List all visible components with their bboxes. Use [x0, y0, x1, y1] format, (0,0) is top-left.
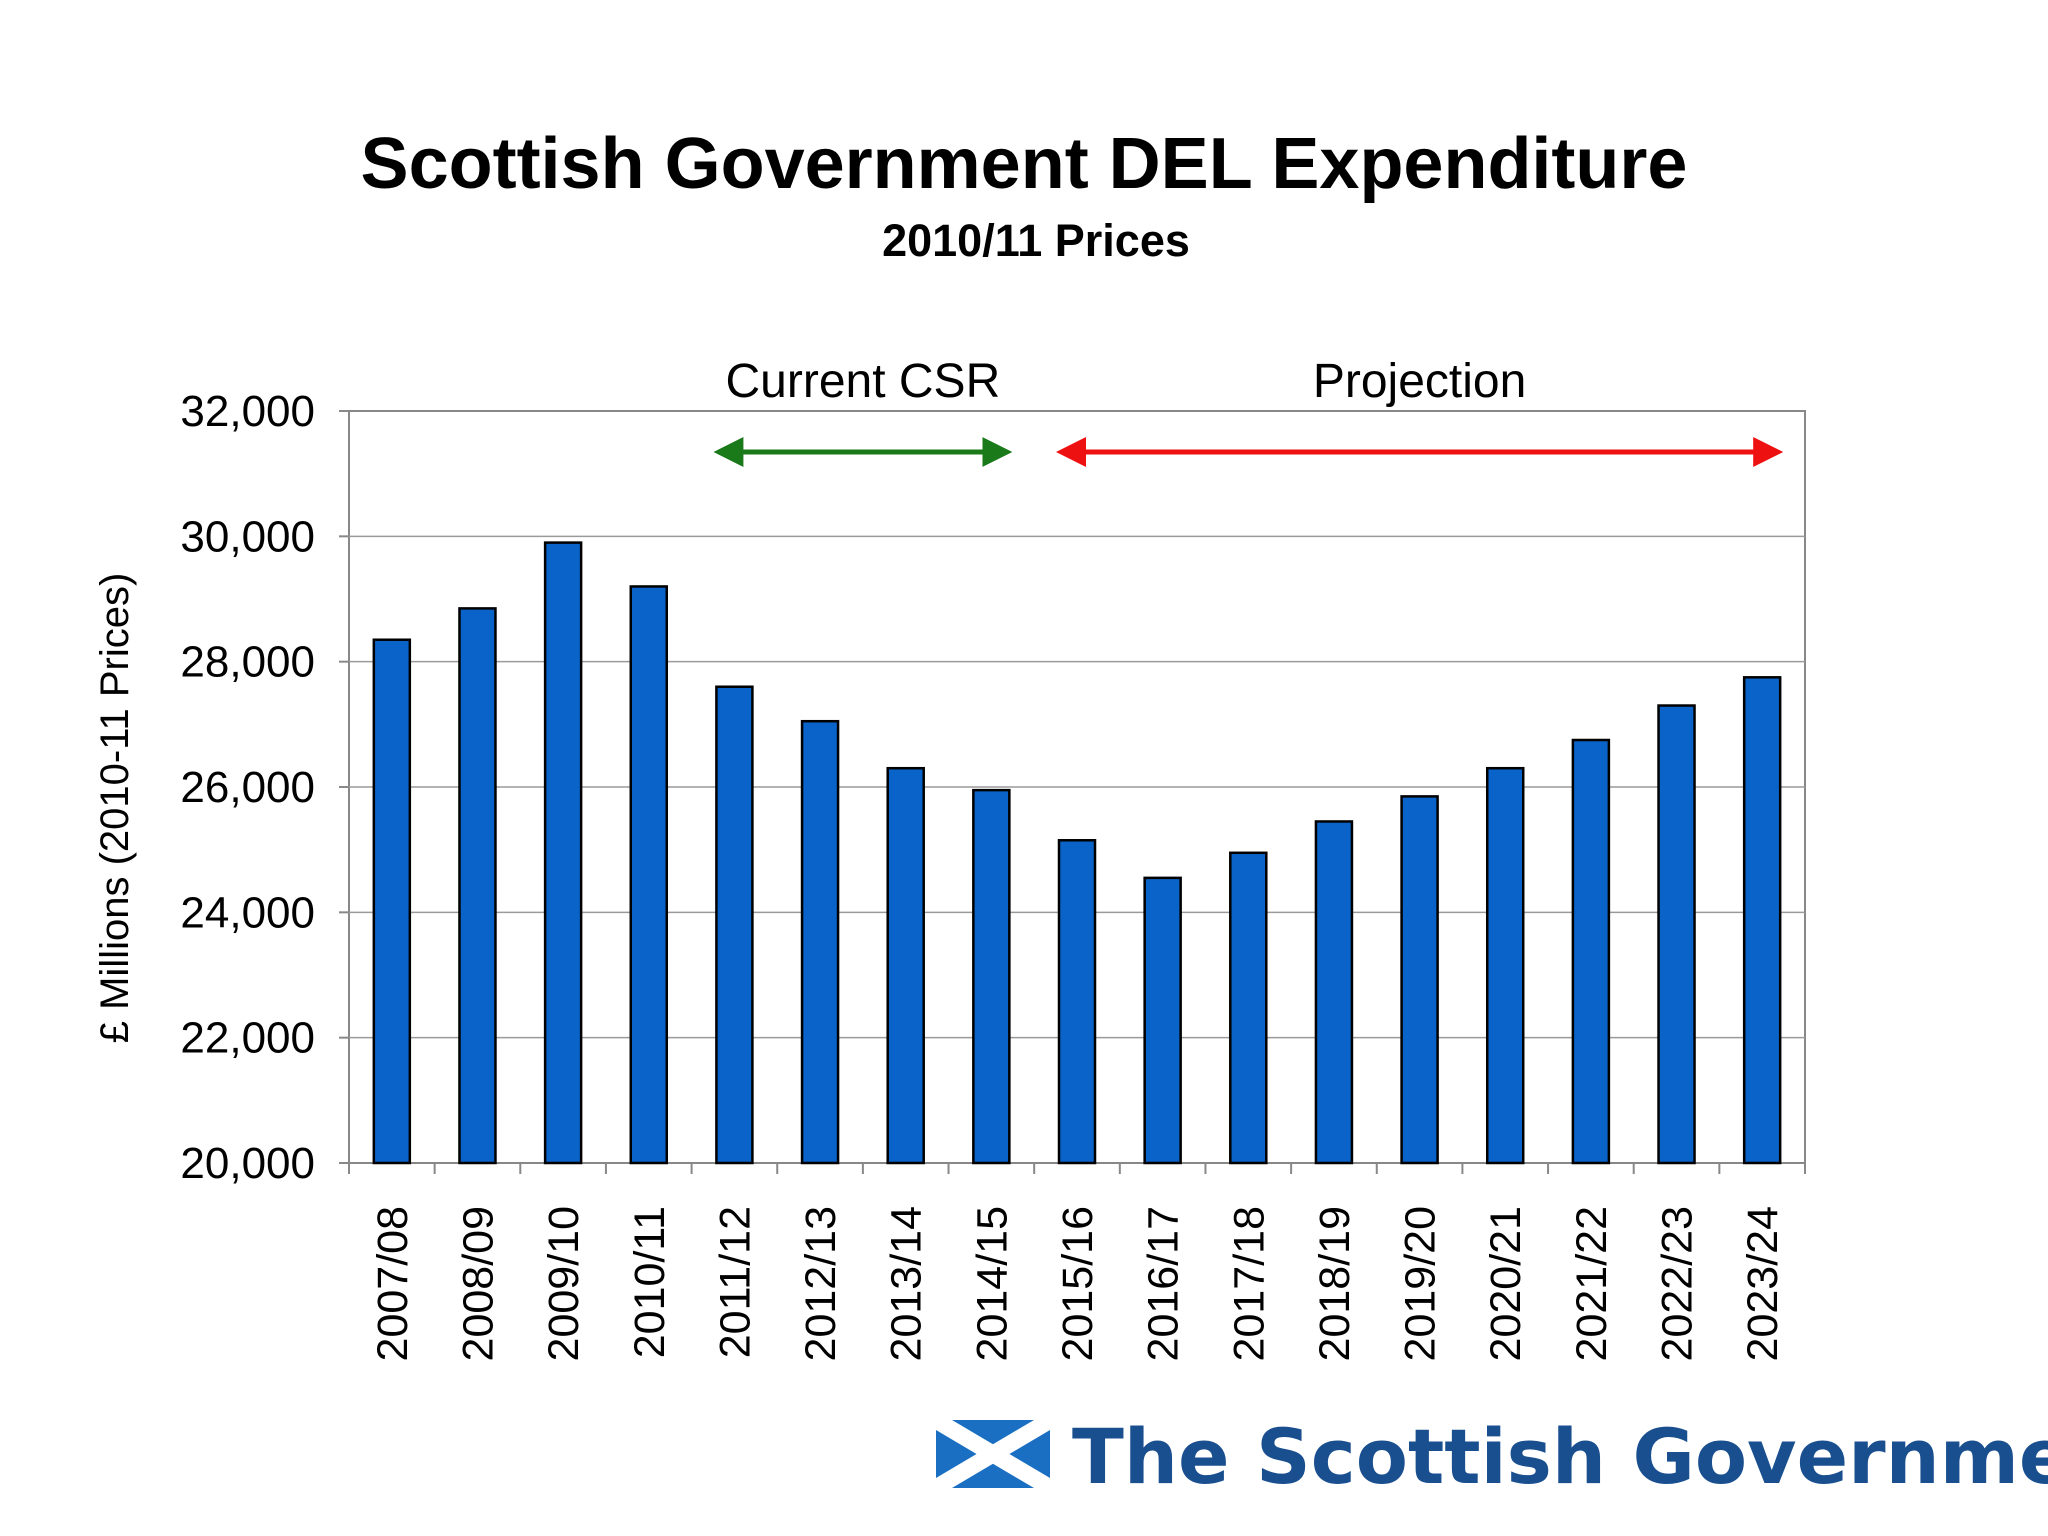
x-tick-label: 2019/20 — [1397, 1206, 1445, 1361]
bar — [1143, 876, 1182, 1165]
x-tick-label: 2010/11 — [626, 1206, 674, 1358]
plot-area: 20,000 22,000 24,000 26,000 28,000 30,000 32,0… — [180, 387, 1806, 1361]
y-tick-label: 30,000 — [180, 512, 315, 561]
annotation-label: Current CSR — [726, 355, 1001, 408]
x-tick-label: 2008/09 — [454, 1206, 502, 1361]
y-tick-label: 28,000 — [180, 638, 315, 687]
logo-text: The Scottish Government — [1072, 1412, 2048, 1501]
bar — [1400, 795, 1439, 1165]
saltire-flag-icon — [936, 1420, 1050, 1488]
y-tick-label: 26,000 — [180, 763, 315, 812]
chart-title: Scottish Government DEL Expenditure — [361, 124, 1688, 204]
bar — [1229, 851, 1268, 1165]
y-tick-label: 24,000 — [180, 888, 315, 937]
bar — [1485, 766, 1525, 1165]
x-tick-label: 2020/21 — [1482, 1206, 1530, 1361]
x-tick-label: 2007/08 — [369, 1206, 417, 1361]
x-tick-label: 2023/24 — [1739, 1206, 1787, 1361]
x-tick-label: 2022/23 — [1654, 1206, 1702, 1361]
bar — [1314, 820, 1354, 1165]
bar — [886, 766, 925, 1165]
y-tick-label: 20,000 — [180, 1139, 315, 1188]
annotation-layer: Current CSR Projection — [713, 355, 1784, 467]
y-axis-label: £ Millions (2010-11 Prices) — [93, 573, 137, 1044]
x-tick-label: 2016/17 — [1140, 1206, 1188, 1361]
annotation-label: Projection — [1313, 355, 1526, 408]
y-tick-label: 32,000 — [180, 387, 315, 436]
x-tick-label: 2012/13 — [797, 1206, 845, 1361]
bar — [1571, 738, 1611, 1165]
x-tick-label: 2013/14 — [883, 1206, 931, 1361]
x-tick-label: 2017/18 — [1225, 1206, 1273, 1361]
bar — [715, 685, 754, 1165]
y-tick-label: 22,000 — [180, 1014, 315, 1063]
bar — [800, 719, 840, 1165]
bar — [1657, 704, 1696, 1165]
x-tick-label: 2014/15 — [968, 1206, 1016, 1361]
bar — [372, 638, 412, 1165]
bar — [1742, 676, 1782, 1165]
bar — [458, 607, 497, 1165]
chart-subtitle: 2010/11 Prices — [882, 215, 1190, 266]
x-tick-label: 2015/16 — [1054, 1206, 1102, 1361]
bar — [543, 541, 583, 1165]
bar — [972, 788, 1011, 1165]
x-tick-label: 2011/12 — [711, 1206, 759, 1358]
bar — [629, 585, 669, 1165]
x-tick-label: 2009/10 — [540, 1206, 588, 1361]
x-tick-label: 2018/19 — [1311, 1206, 1359, 1361]
bar — [1057, 839, 1097, 1165]
scottish-government-logo: The Scottish Government — [936, 1412, 2048, 1501]
x-tick-label: 2021/22 — [1568, 1206, 1616, 1361]
